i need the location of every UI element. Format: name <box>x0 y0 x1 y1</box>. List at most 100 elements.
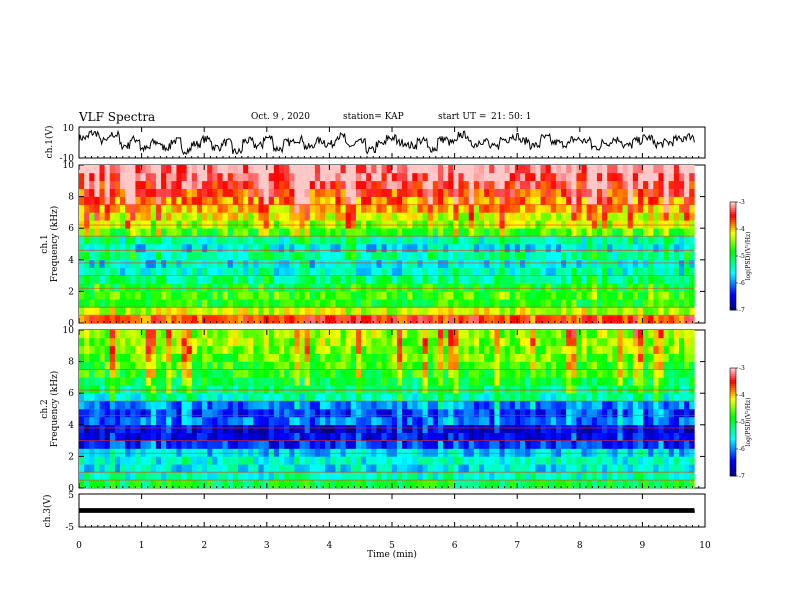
spectrogram-cell <box>396 401 403 410</box>
spectrogram-cell <box>212 204 218 213</box>
spectrogram-cell <box>289 228 295 237</box>
spectrogram-cell <box>602 393 608 402</box>
spectrogram-cell <box>463 315 470 324</box>
spectrogram-cell <box>155 432 162 441</box>
spectrogram-cell <box>186 385 193 394</box>
spectrogram-cell <box>637 448 644 457</box>
spectrogram-cell <box>376 472 382 481</box>
spectrogram-cell <box>463 212 470 221</box>
spectrogram-cell <box>94 385 100 394</box>
spectrogram-cell <box>166 440 172 449</box>
spectrogram-cell <box>284 401 290 410</box>
spectrogram-cell <box>114 228 121 237</box>
spectrogram-cell <box>381 220 387 229</box>
spectrogram-cell <box>443 220 449 229</box>
spectrogram-cell <box>607 283 613 292</box>
spectrogram-cell <box>361 283 367 292</box>
spectrogram-cell <box>484 299 490 308</box>
spectrogram-cell <box>294 353 300 362</box>
spectrogram-cell <box>566 432 572 441</box>
spectrogram-cell <box>607 424 613 433</box>
spectrogram-cell <box>232 204 239 213</box>
spectrogram-cell <box>376 315 382 324</box>
spectrogram-cell <box>258 361 264 370</box>
spectrogram-cell <box>391 228 398 237</box>
spectrogram-cell <box>320 456 326 465</box>
spectrogram-cell <box>191 299 198 308</box>
spectrogram-cell <box>494 393 500 402</box>
spectrogram-cell <box>320 244 326 253</box>
spectrogram-cell <box>494 361 500 370</box>
spectrogram-cell <box>673 353 680 362</box>
spectrogram-cell <box>166 345 172 354</box>
spectrogram-cell <box>237 291 244 300</box>
spectrogram-cell <box>371 165 377 174</box>
spectrogram-cell <box>237 244 244 253</box>
spectrogram-cell <box>299 393 305 402</box>
spectrogram-cell <box>99 251 105 261</box>
spectrogram-cell <box>376 401 382 410</box>
spectrogram-cell <box>540 361 546 370</box>
spectrogram-cell <box>330 330 336 339</box>
spectrogram-cell <box>612 416 618 426</box>
spectrogram-cell <box>555 165 562 174</box>
spectrogram-cell <box>678 220 685 229</box>
spectrogram-cell <box>227 220 234 229</box>
spectrogram-cell <box>376 307 382 316</box>
spectrogram-cell <box>448 456 454 465</box>
spectrogram-cell <box>489 432 495 441</box>
spectrogram-cell <box>473 212 480 221</box>
spectrogram-cell <box>596 180 603 189</box>
spectrogram-cell <box>135 291 141 300</box>
spectrogram-cell <box>484 448 490 457</box>
spectrogram-cell <box>330 369 336 378</box>
spectrogram-cell <box>530 353 536 362</box>
spectrogram-cell <box>427 188 434 197</box>
spectrogram-cell <box>443 259 449 268</box>
spectrogram-cell <box>155 267 162 276</box>
spectrogram-cell <box>478 369 485 378</box>
spectrogram-cell <box>345 259 352 268</box>
spectrogram-cell <box>437 196 444 205</box>
spectrogram-cell <box>622 385 628 394</box>
spectrogram-cell <box>366 220 372 229</box>
spectrogram-cell <box>207 244 213 253</box>
spectrogram-cell <box>196 416 203 426</box>
spectrogram-cell <box>453 251 459 261</box>
spectrogram-cell <box>453 337 459 347</box>
spectrogram-cell <box>258 377 264 386</box>
spectrogram-cell <box>407 307 413 316</box>
spectrogram-cell <box>273 283 280 292</box>
spectrogram-cell <box>335 353 341 362</box>
spectrogram-cell <box>237 259 244 268</box>
spectrogram-cell <box>232 275 239 284</box>
spectrogram-cell <box>320 196 326 205</box>
spectrogram-cell <box>104 472 111 481</box>
spectrogram-cell <box>550 369 557 378</box>
spectrogram-cell <box>478 480 485 489</box>
spectrogram-cell <box>448 165 454 174</box>
spectrogram-cell <box>294 299 300 308</box>
spectrogram-cell <box>325 456 331 465</box>
spectrogram-cell <box>237 212 244 221</box>
spectrogram-cell <box>427 283 434 292</box>
spectrogram-cell <box>391 236 398 245</box>
station-label: station= KAP <box>343 112 404 122</box>
spectrogram-cell <box>453 385 459 394</box>
spectrogram-cell <box>386 464 393 473</box>
spectrogram-cell <box>289 393 295 402</box>
spectrogram-cell <box>104 464 111 473</box>
spectrogram-cell <box>253 456 259 465</box>
spectrogram-cell <box>361 244 367 253</box>
spectrogram-cell <box>443 172 449 182</box>
spectrogram-cell <box>412 330 418 339</box>
spectrogram-cell <box>545 409 552 418</box>
spectrogram-cell <box>196 480 203 489</box>
spectrogram-cell <box>489 251 495 261</box>
spectrogram-cell <box>484 236 490 245</box>
spectrogram-cell <box>432 424 439 433</box>
spectrogram-cell <box>253 424 259 433</box>
spectrogram-cell <box>89 212 95 221</box>
spectrogram-cell <box>289 480 295 489</box>
spectrogram-cell <box>155 377 162 386</box>
